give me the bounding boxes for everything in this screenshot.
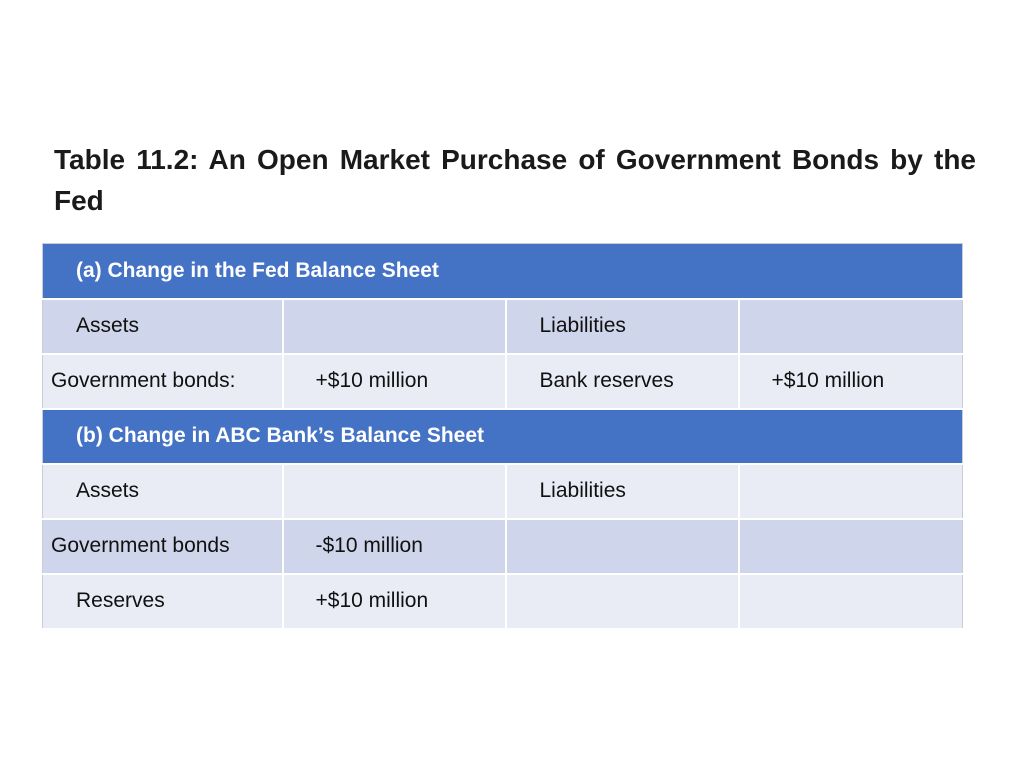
table-cell (738, 573, 963, 630)
table-title: Table 11.2: An Open Market Purchase of G… (54, 144, 976, 216)
table-cell (282, 298, 507, 355)
table-cell (738, 463, 963, 520)
table-cell: Assets (42, 298, 284, 355)
table-cell (505, 573, 740, 630)
table-row: Assets Liabilities (42, 463, 963, 520)
table-row: Government bonds -$10 million (42, 518, 963, 575)
section-b-header: (b) Change in ABC Bank’s Balance Sheet (42, 408, 963, 465)
table-cell: Liabilities (505, 463, 740, 520)
table-row: Assets Liabilities (42, 298, 963, 355)
table-cell (505, 518, 740, 575)
table-cell (738, 298, 963, 355)
table-cell: Government bonds (42, 518, 284, 575)
table-row: Government bonds: +$10 million Bank rese… (42, 353, 963, 410)
table-cell: +$10 million (282, 573, 507, 630)
table-cell (282, 463, 507, 520)
table-cell: Government bonds: (42, 353, 284, 410)
table-cell: +$10 million (282, 353, 507, 410)
table-cell: +$10 million (738, 353, 963, 410)
table-cell: Assets (42, 463, 284, 520)
table-cell: Reserves (42, 573, 284, 630)
table-cell: Bank reserves (505, 353, 740, 410)
section-a-header: (a) Change in the Fed Balance Sheet (42, 243, 963, 300)
table-row: Reserves +$10 million (42, 573, 963, 630)
table-cell: -$10 million (282, 518, 507, 575)
section-b-header-row: (b) Change in ABC Bank’s Balance Sheet (42, 408, 963, 465)
table-cell: Liabilities (505, 298, 740, 355)
section-a-header-row: (a) Change in the Fed Balance Sheet (42, 243, 963, 300)
table-cell (738, 518, 963, 575)
balance-sheet-table: (a) Change in the Fed Balance Sheet Asse… (42, 243, 964, 630)
